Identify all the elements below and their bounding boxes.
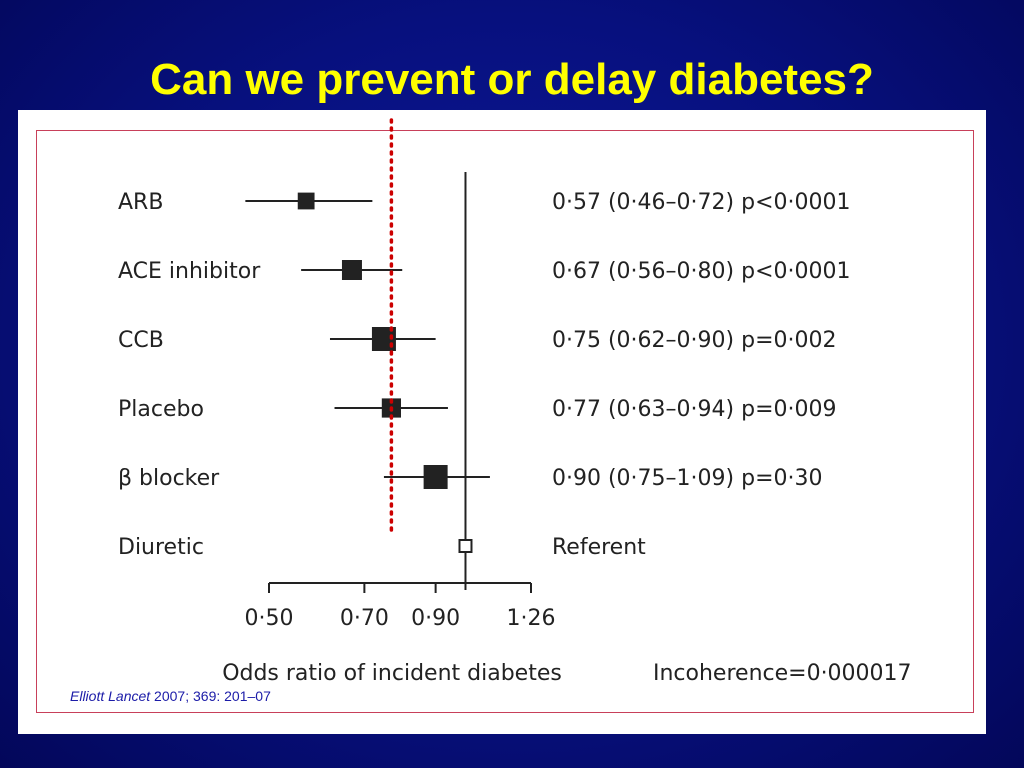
forest-plot: ARB 0·57 (0·46–0·72) p<0·0001 ACE inhibito… xyxy=(118,118,912,686)
row-label: CCB xyxy=(118,328,164,353)
row-label: β blocker xyxy=(118,466,220,491)
row-estimate: Referent xyxy=(552,535,646,560)
slide-title: Can we prevent or delay diabetes? xyxy=(150,55,874,104)
figure-panel: ARB 0·57 (0·46–0·72) p<0·0001 ACE inhibito… xyxy=(18,110,986,734)
citation: Elliott Lancet 2007; 369: 201–07 xyxy=(70,688,271,704)
row-label: ACE inhibitor xyxy=(118,259,261,284)
figure-border xyxy=(36,130,974,713)
row-estimate: 0·75 (0·62–0·90) p=0·002 xyxy=(552,328,837,353)
row-label: Diuretic xyxy=(118,535,204,560)
row-estimate: 0·77 (0·63–0·94) p=0·009 xyxy=(552,397,837,422)
x-axis-label: Odds ratio of incident diabetes xyxy=(222,661,562,686)
odds-ratio-marker xyxy=(341,260,362,280)
row-estimate: 0·67 (0·56–0·80) p<0·0001 xyxy=(552,259,850,284)
odds-ratio-marker xyxy=(423,465,448,489)
x-tick-label: 0·50 xyxy=(245,606,294,631)
odds-ratio-marker xyxy=(297,192,315,210)
citation-year: 2007 xyxy=(150,688,186,704)
citation-author-journal: Elliott Lancet xyxy=(70,688,151,704)
row-estimate: 0·57 (0·46–0·72) p<0·0001 xyxy=(552,190,850,215)
x-tick-label: 0·70 xyxy=(340,606,389,631)
x-tick-label: 0·90 xyxy=(411,606,460,631)
citation-volume-pages: ; 369: 201–07 xyxy=(185,688,271,704)
x-tick-label: 1·26 xyxy=(507,606,556,631)
row-label: Placebo xyxy=(118,397,204,422)
reference-marker xyxy=(458,539,473,553)
row-estimate: 0·90 (0·75–1·09) p=0·30 xyxy=(552,466,823,491)
row-label: ARB xyxy=(118,190,163,215)
incoherence-label: Incoherence=0·000017 xyxy=(653,661,912,686)
